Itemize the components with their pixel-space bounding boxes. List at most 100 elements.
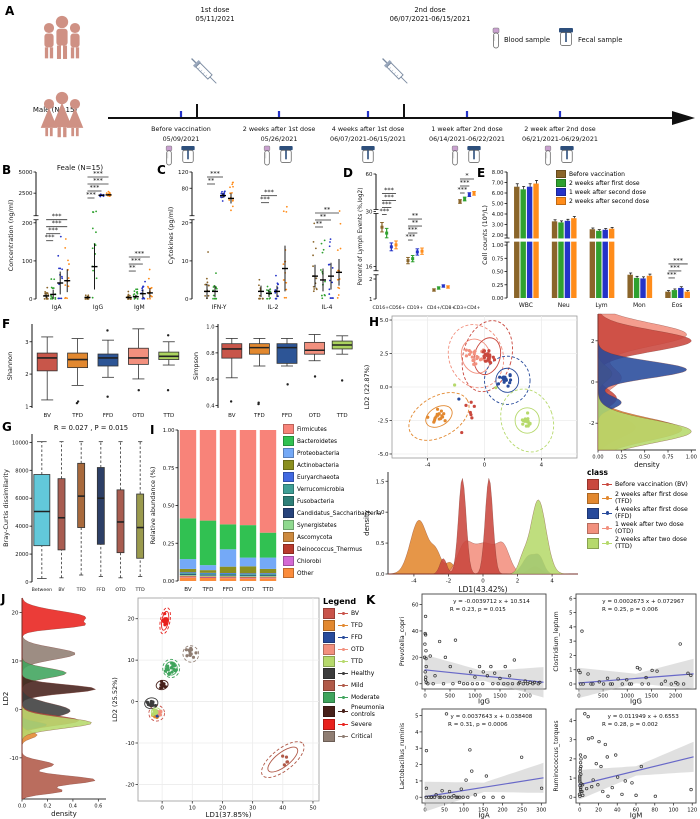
legend-swatch [323,705,335,717]
legend-item: Other [283,568,363,579]
legend-swatch [587,537,599,549]
svg-text:BV: BV [44,413,52,419]
svg-text:3: 3 [569,738,572,744]
svg-text:2000: 2000 [15,552,28,558]
class-legend: class Before vaccination (BV) 2 weeks aft… [587,468,700,551]
svg-text:1.00: 1.00 [163,428,175,434]
svg-text:TFD: TFD [76,587,87,593]
svg-text:0.00: 0.00 [592,455,603,461]
legend-label: Deinococcus_Thermus [297,546,362,553]
svg-text:Cell counts (10⁹/L): Cell counts (10⁹/L) [481,205,489,265]
panel-letter-d: D [343,166,353,180]
panel-letter-h: H [369,315,380,329]
svg-text:2: 2 [369,277,373,283]
svg-text:40: 40 [279,806,286,812]
svg-text:TFD: TFD [71,413,83,419]
svg-text:05/26/2021: 05/26/2021 [261,135,298,143]
legend-item: TTD [323,656,401,667]
svg-text:0.00: 0.00 [492,296,504,302]
legend-marker [338,734,348,739]
svg-text:***: *** [379,207,390,215]
svg-text:Concentration (ng/ml): Concentration (ng/ml) [7,200,15,272]
svg-text:4: 4 [569,625,573,631]
f2-chart: 0.4 0.6 0.8 1.0 Simpson BV TFD FFD OTD TTD [192,324,353,419]
legend-label: Mild [351,682,364,689]
legend-swatch [587,479,599,490]
svg-text:Neu: Neu [558,302,570,309]
panel-letter-e: E [477,166,486,180]
svg-text:***: *** [405,233,416,241]
legend-swatch [283,520,294,530]
svg-text:5.00: 5.00 [492,202,504,208]
legend-label: Candidatus_Saccharibacteria [297,510,382,517]
k1-chart: 0 500 1000 1500 2000 0 20 40 60 IgG Prevotella_cop… [399,593,547,706]
cohort-legend-title: Legend [323,597,357,606]
svg-text:R = 0.25, p = 0.006: R = 0.25, p = 0.006 [602,607,658,613]
svg-text:1: 1 [369,297,373,303]
legend-label: Actinobacteria [297,462,339,469]
svg-text:3: 3 [25,340,28,346]
svg-text:FFD: FFD [282,413,293,419]
svg-text:5000: 5000 [19,170,33,176]
svg-text:LD1(37.85%): LD1(37.85%) [206,811,252,819]
svg-text:IgA: IgA [478,812,490,819]
legend-label: Healthy [351,670,375,677]
legend-item: Deinococcus_Thermus [283,544,363,555]
svg-text:0: 0 [569,795,573,801]
svg-text:***: *** [382,200,393,208]
legend-swatch [587,492,599,504]
legend-marker [338,647,348,652]
svg-text:120: 120 [178,170,189,176]
svg-text:R = 0.28, p = 0.002: R = 0.28, p = 0.002 [602,722,658,728]
legend-item: Critical [323,731,401,742]
svg-text:80: 80 [651,808,658,814]
legend-item: Before vaccination (BV) [587,479,700,490]
legend-item: 2 weeks after two dose (TTD) [587,536,700,550]
svg-text:4.00: 4.00 [492,212,504,218]
legend-swatch [323,680,335,691]
svg-text:4: 4 [569,719,573,725]
svg-text:20: 20 [128,617,135,623]
svg-text:2: 2 [569,653,572,659]
svg-text:0.0: 0.0 [380,385,389,391]
svg-text:***: *** [93,177,104,185]
svg-text:1: 1 [415,779,418,785]
svg-text:LD1(43.42%): LD1(43.42%) [458,585,507,594]
legend-marker [602,511,612,515]
k4-chart: 0 20 40 60 80 100 120 0 1 2 3 4 IgM Ruminococcus_torq… [553,708,698,819]
legend-label: Pneumonia controls [351,704,385,718]
svg-text:***: *** [86,191,97,199]
legend-swatch [283,460,294,470]
legend-label: 1 week after second dose [569,188,647,196]
legend-label: 2 weeks after second dose [569,197,650,205]
legend-swatch [283,508,294,518]
svg-text:0.2: 0.2 [43,804,51,810]
hdr-chart: -2 0 2 0.00 0.25 0.50 0.75 1.00 density [589,313,697,469]
svg-text:***: *** [90,184,101,192]
legend-label: Firmicutes [297,426,327,433]
svg-text:10000: 10000 [12,440,29,446]
svg-text:4: 4 [415,730,419,736]
svg-text:0.4: 0.4 [206,403,215,409]
svg-text:R = 0.027 , P = 0.015: R = 0.027 , P = 0.015 [54,424,128,432]
panel-letter-b: B [2,163,12,177]
svg-text:IgG: IgG [93,304,104,311]
legend-marker [338,709,348,713]
svg-text:0: 0 [569,682,573,688]
svg-text:CD16+CD56+: CD16+CD56+ [373,305,406,311]
class-legend-title: class [587,468,609,477]
legend-marker [602,526,612,530]
svg-text:Ruminococcus_torques: Ruminococcus_torques [553,720,560,791]
legend-swatch [283,568,294,578]
legend-marker [338,671,348,676]
svg-text:***: *** [210,170,221,178]
svg-text:0.6: 0.6 [94,804,102,810]
svg-text:250: 250 [517,808,528,814]
svg-text:0: 0 [29,297,33,303]
svg-text:**: ** [412,219,419,227]
svg-text:0.75: 0.75 [163,466,175,472]
svg-text:06/07/2021-06/15/2021: 06/07/2021-06/15/2021 [330,135,406,143]
svg-text:Relative abundance (%): Relative abundance (%) [149,467,157,545]
svg-text:0.5: 0.5 [376,541,385,547]
legend-item: TFD [323,620,401,631]
